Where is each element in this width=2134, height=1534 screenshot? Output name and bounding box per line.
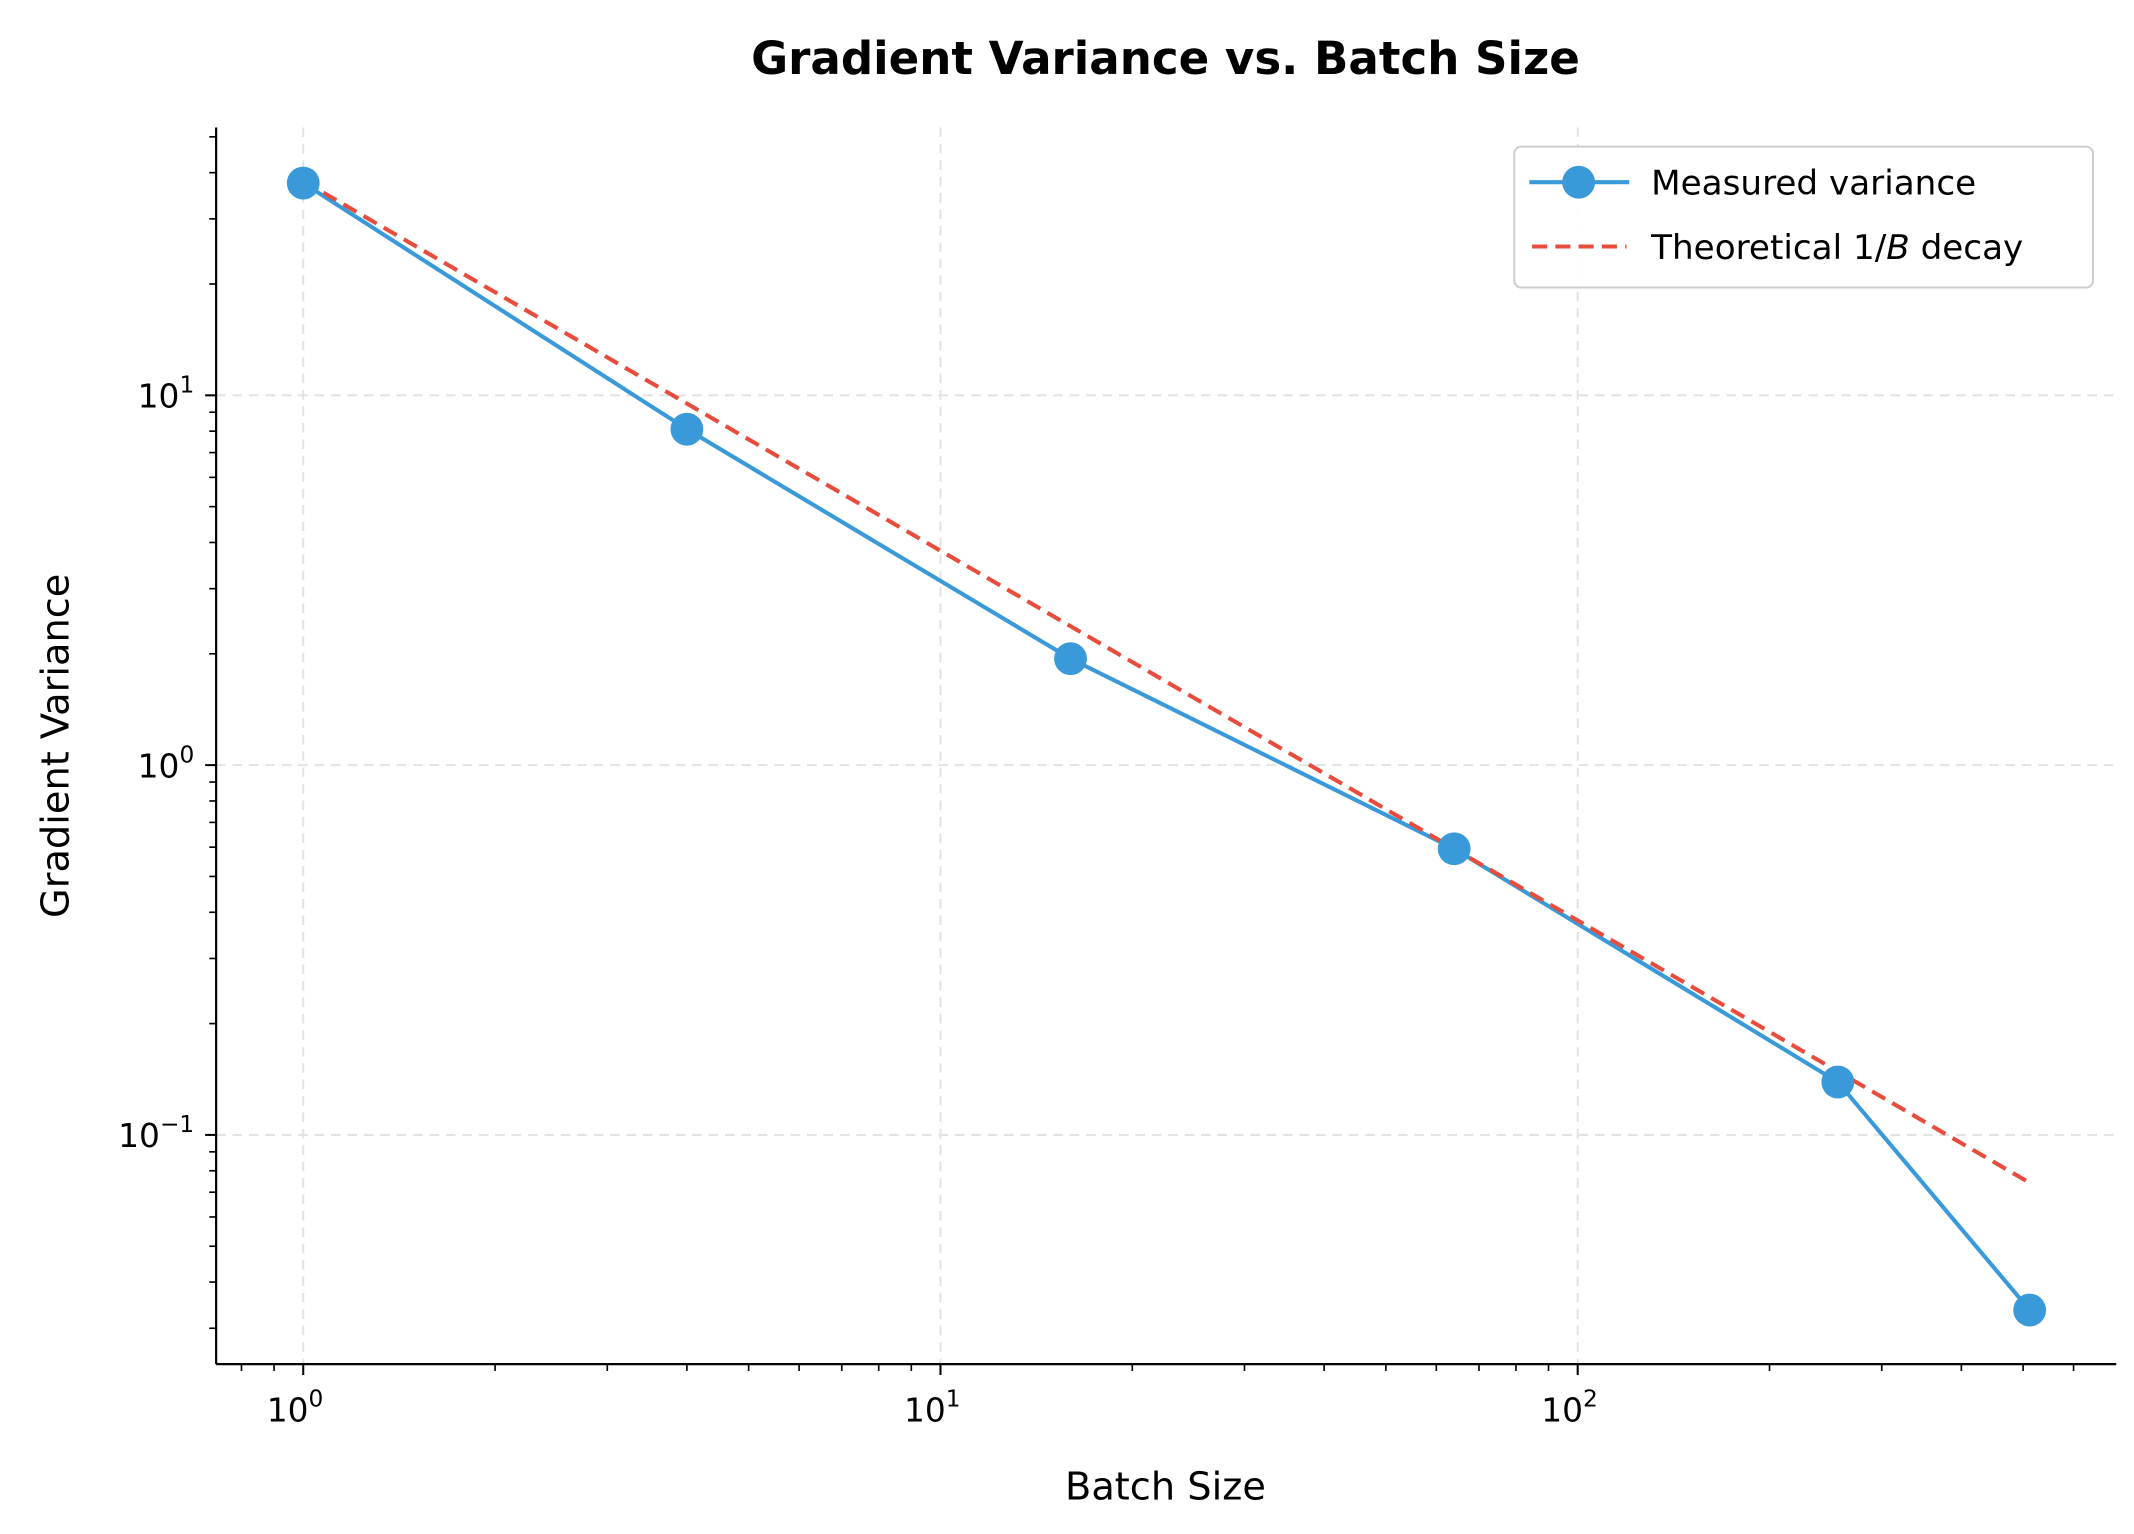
y-tick-label: 100 (138, 741, 195, 785)
y-axis-label: Gradient Variance (33, 574, 78, 918)
x-tick-label: 102 (1541, 1386, 1598, 1430)
ticks: 100 101 102 101 100 10−1 (118, 136, 2075, 1430)
measured-variance-line (302, 181, 2032, 1312)
legend: Measured variance Theoretical 1/B decay (1513, 145, 2094, 289)
legend-theory-label: Theoretical 1/B decay (1650, 228, 2023, 268)
legend-theory-part1: Theoretical 1/ (1650, 228, 1887, 268)
x-tick-label: 101 (904, 1386, 961, 1430)
series (286, 166, 2047, 1327)
measured-variance-point (286, 166, 320, 200)
legend-measured-marker (1562, 165, 1596, 199)
measured-variance-point (1437, 832, 1471, 866)
measured-variance-point (2013, 1293, 2047, 1327)
legend-frame (1513, 145, 2094, 289)
legend-theory-part2: B (1886, 228, 1909, 268)
measured-variance-point (1054, 642, 1087, 676)
legend-theory-part3: decay (1910, 228, 2024, 268)
measured-variance-point (670, 412, 704, 446)
chart-title: Gradient Variance vs. Batch Size (751, 32, 1580, 85)
y-tick-label: 101 (138, 372, 195, 416)
legend-measured-label: Measured variance (1651, 164, 1976, 204)
theoretical-decay-line (302, 179, 2031, 1185)
grid (216, 127, 2117, 1365)
y-tick-label: 10−1 (118, 1111, 194, 1155)
measured-variance-point (1821, 1065, 1855, 1099)
x-axis-label: Batch Size (1065, 1465, 1266, 1510)
x-tick-label: 100 (267, 1386, 324, 1430)
